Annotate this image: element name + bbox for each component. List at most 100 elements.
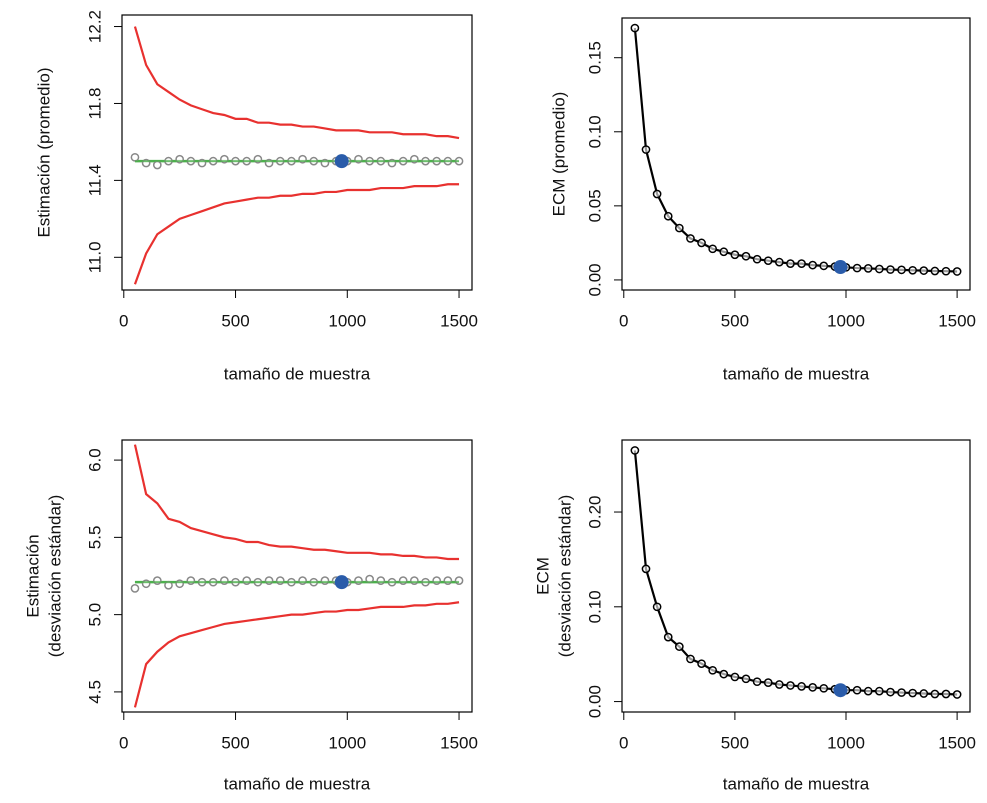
series-line — [633, 27, 958, 273]
x-axis-label: tamaño de muestra — [723, 774, 870, 793]
point — [919, 689, 929, 698]
point — [242, 576, 252, 585]
series-line — [133, 601, 460, 708]
point — [186, 576, 196, 585]
point — [897, 265, 906, 275]
highlight-point — [833, 683, 848, 698]
point — [298, 576, 307, 585]
point — [874, 686, 884, 696]
y-tick-label: 11.0 — [85, 241, 104, 273]
y-tick-label: 0.15 — [585, 41, 604, 74]
point — [763, 256, 773, 266]
x-tick-label: 500 — [221, 311, 249, 330]
point — [808, 683, 818, 692]
x-tick-label: 0 — [119, 733, 128, 752]
x-tick-label: 1500 — [440, 311, 478, 330]
x-tick-label: 500 — [721, 311, 749, 330]
point — [652, 602, 662, 612]
point — [708, 244, 718, 254]
point — [376, 576, 386, 585]
point — [774, 257, 784, 267]
point — [686, 234, 695, 243]
point — [897, 688, 906, 697]
point — [175, 579, 185, 589]
point — [886, 265, 895, 274]
y-tick-label: 12.2 — [85, 10, 104, 43]
x-tick-label: 1500 — [938, 733, 976, 752]
point — [741, 251, 751, 261]
highlight-point — [833, 260, 848, 275]
point — [674, 223, 684, 233]
y-tick-label: 0.20 — [585, 495, 604, 528]
point — [763, 678, 773, 687]
x-tick-label: 1000 — [328, 733, 366, 752]
point — [663, 211, 673, 221]
y-tick-label: 5.5 — [85, 526, 104, 550]
point — [919, 266, 929, 275]
point — [952, 690, 962, 699]
point — [443, 576, 453, 585]
y-axis-label: ECM — [533, 557, 552, 595]
point — [398, 576, 408, 585]
point — [630, 23, 640, 33]
point — [863, 264, 873, 273]
point — [641, 145, 651, 154]
series-line — [133, 444, 460, 561]
y-tick-label: 11.8 — [85, 88, 104, 120]
y-tick-label: 0.00 — [585, 685, 604, 718]
x-axis-label: tamaño de muestra — [224, 774, 371, 793]
point — [630, 446, 640, 455]
point — [141, 579, 151, 589]
point — [674, 642, 684, 651]
point — [908, 688, 918, 698]
point — [852, 263, 862, 273]
y-tick-label: 4.5 — [85, 680, 104, 704]
y-axis-label: Estimación (promedio) — [34, 67, 53, 237]
point — [641, 564, 651, 574]
point — [808, 260, 818, 270]
plot-frame — [121, 439, 473, 713]
point — [752, 254, 762, 264]
point — [941, 689, 951, 699]
point — [863, 686, 873, 696]
point — [275, 576, 285, 585]
point — [454, 576, 464, 585]
point — [152, 160, 162, 170]
y-tick-label: 0.10 — [585, 590, 604, 623]
series-line — [633, 450, 958, 696]
point — [886, 687, 895, 697]
x-axis-label: tamaño de muestra — [723, 364, 870, 383]
point — [719, 247, 729, 257]
x-tick-label: 1000 — [827, 733, 865, 752]
point — [730, 250, 740, 260]
point — [786, 259, 795, 268]
point — [130, 584, 140, 593]
point — [930, 266, 940, 276]
point — [354, 576, 363, 585]
point — [152, 576, 162, 585]
y-axis-label: Estimación — [23, 534, 42, 617]
point — [819, 261, 829, 271]
x-tick-label: 1000 — [827, 311, 865, 330]
point — [652, 189, 662, 199]
x-tick-label: 0 — [119, 311, 128, 330]
x-tick-label: 0 — [619, 311, 628, 330]
y-axis-label: ECM (promedio) — [549, 92, 568, 217]
point — [719, 669, 729, 679]
y-tick-label: 5.0 — [85, 603, 104, 627]
point — [908, 265, 918, 275]
y-tick-label: 0.00 — [585, 263, 604, 296]
point — [130, 152, 140, 162]
point — [409, 576, 419, 585]
x-axis-label: tamaño de muestra — [224, 364, 371, 383]
point — [752, 677, 762, 687]
point — [774, 680, 784, 689]
point — [264, 576, 274, 585]
point — [852, 685, 862, 695]
x-tick-label: 500 — [221, 733, 249, 752]
x-tick-label: 1000 — [328, 311, 366, 330]
point — [708, 665, 718, 675]
point — [686, 654, 695, 664]
x-tick-label: 1500 — [938, 311, 976, 330]
